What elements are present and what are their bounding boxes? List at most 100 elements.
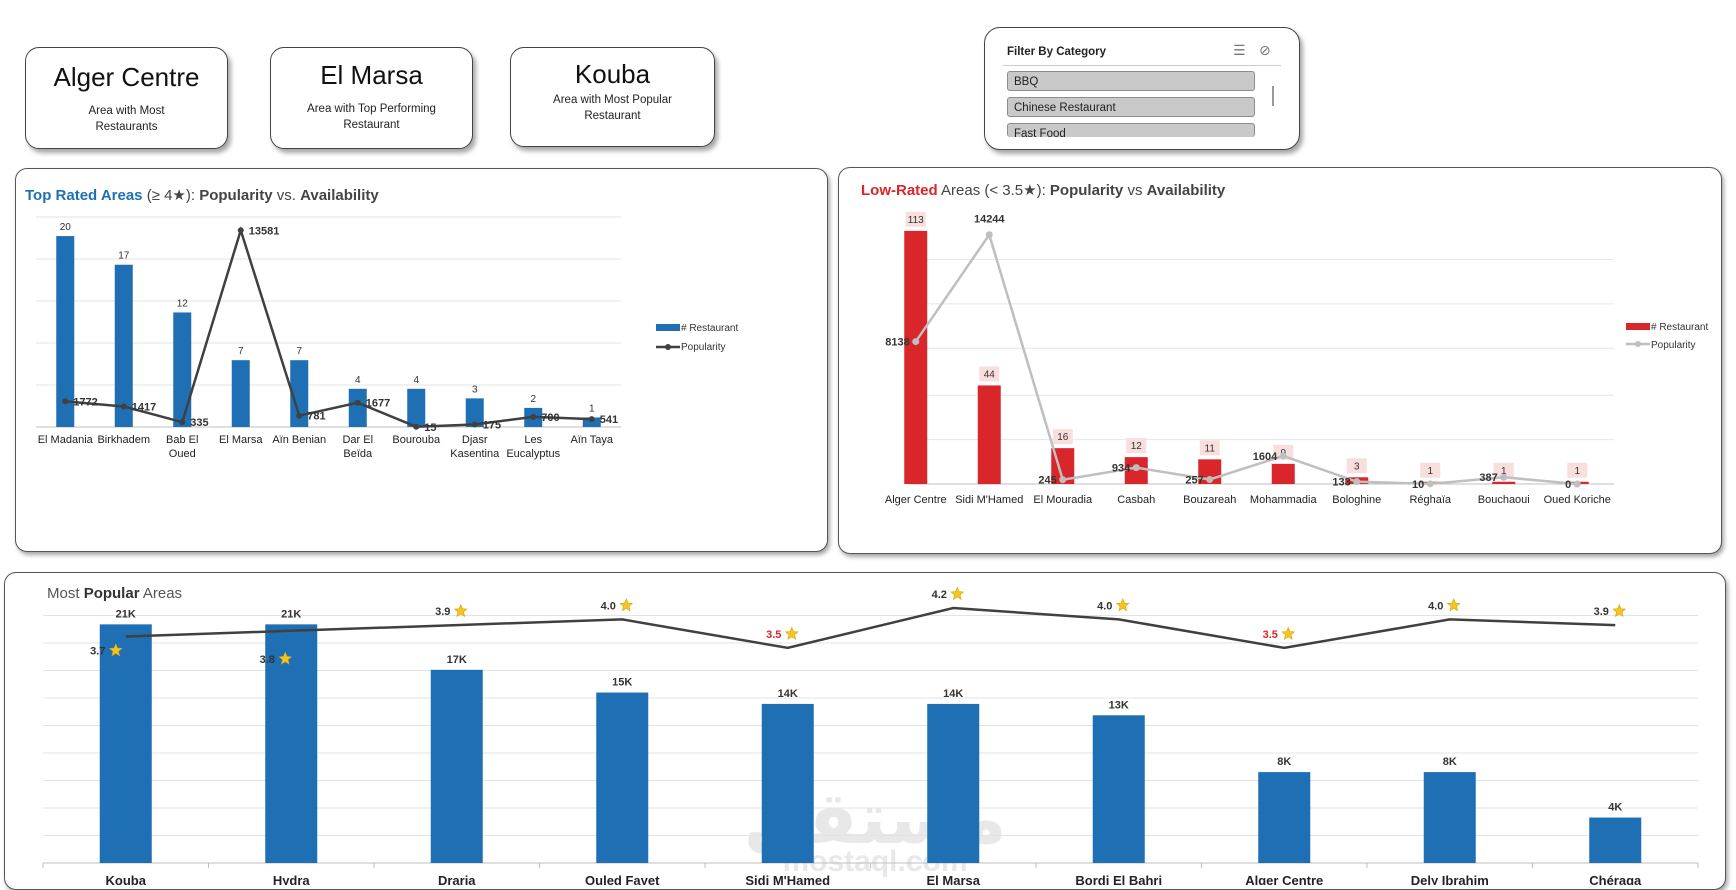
rating-data-label: 3.9: [1594, 606, 1609, 618]
star-icon: [1281, 626, 1296, 640]
line-point: [1353, 478, 1361, 486]
x-tick-label: Ouled Fayet: [585, 873, 660, 885]
rating-line: [125, 606, 1616, 650]
bar-data-label: 1: [1501, 466, 1507, 477]
slicer-item-fast-food[interactable]: Fast Food: [1007, 123, 1255, 137]
bar-label-background: [1273, 444, 1294, 460]
bar-data-label: 21K: [281, 608, 301, 620]
line-point: [62, 398, 69, 405]
line-point: [413, 423, 420, 430]
bar-data-label: 12: [1131, 441, 1143, 452]
bar-label-background: [979, 366, 1000, 382]
title-part: (≥ 4★):: [142, 187, 200, 204]
bar-data-label: 21K: [116, 608, 136, 620]
bar-data-label: 2: [530, 394, 536, 405]
line-point: [912, 338, 920, 346]
bar: [596, 692, 649, 863]
title-part: vs: [1123, 182, 1147, 199]
line-point: [588, 416, 595, 423]
multi-select-icon[interactable]: ☰: [1233, 42, 1246, 58]
slicer-item-bbq[interactable]: BBQ: [1007, 71, 1255, 91]
bar-data-label: 20: [60, 222, 72, 233]
slicer-scrollbar[interactable]: [1272, 86, 1274, 106]
x-tick-label: Kouba: [106, 873, 147, 885]
star-icon: [1115, 598, 1130, 612]
legend-label: # Restaurant: [1651, 322, 1708, 333]
rating-data-label: 3.9: [435, 606, 450, 618]
title-part: Availability: [1146, 182, 1226, 199]
kpi-value: El Marsa: [320, 60, 423, 90]
bar: [927, 703, 980, 863]
bar-data-label: 11: [1205, 443, 1216, 454]
rating-data-label: 4.0: [601, 600, 616, 612]
star-icon: [1446, 598, 1461, 612]
title-part: Popularity: [1049, 182, 1124, 199]
legend-swatch-bar: [656, 324, 680, 331]
legend-marker: [1635, 341, 1641, 347]
title-part: Areas: [139, 585, 183, 602]
line-point: [354, 399, 361, 406]
clear-filter-icon[interactable]: ⊘: [1259, 42, 1271, 58]
legend-label: # Restaurant: [681, 323, 738, 334]
rating-data-label: 3.7: [90, 646, 105, 658]
bar-data-label: 12: [177, 298, 189, 309]
slicer-title: Filter By Category: [1007, 46, 1107, 58]
bar: [265, 624, 318, 863]
line-point: [179, 419, 186, 426]
legend-label: Popularity: [1651, 340, 1695, 351]
x-tick-label: El Marsa: [219, 434, 263, 446]
x-tick-label: Bologhine: [1332, 494, 1381, 506]
bar-data-label: 17K: [447, 654, 467, 666]
bar-data-label: 8K: [1443, 756, 1457, 768]
line-point: [530, 413, 537, 420]
line-point: [296, 412, 303, 419]
line-data-label: 335: [190, 417, 208, 429]
kpi-card-top-performing: El Marsa Area with Top Performing Restau…: [270, 47, 473, 149]
bar-label-background: [1199, 440, 1220, 456]
x-tick-label: Mohammadia: [1250, 494, 1318, 506]
bar: [1589, 817, 1642, 863]
title-part: vs.: [272, 187, 301, 204]
bar-label-background: [1052, 429, 1073, 445]
line-data-label: 245: [1038, 475, 1056, 487]
bar: [348, 388, 367, 427]
rating-data-label: 3.8: [260, 654, 275, 666]
x-tick-label: Hydra: [273, 873, 311, 885]
line-data-label: 13581: [249, 225, 280, 237]
line-point: [237, 227, 244, 234]
line-data-label: 541: [600, 414, 618, 426]
chart-title: Most Popular Areas: [47, 585, 182, 602]
bar: [1092, 715, 1145, 863]
bar-label-background: [1126, 438, 1147, 454]
x-tick-label: Bordj El Bahri: [1075, 873, 1162, 885]
bar-data-label: 1: [1574, 466, 1580, 477]
bar: [56, 236, 75, 427]
star-icon: [453, 603, 468, 618]
kpi-value: Alger Centre: [53, 62, 200, 92]
line-point: [1059, 476, 1067, 484]
bar: [582, 417, 601, 427]
x-tick-label: El Mouradia: [1033, 494, 1093, 506]
bar: [1258, 772, 1311, 863]
bar-label-background: [1346, 458, 1367, 474]
line-data-label: 1604: [1253, 451, 1278, 463]
title-part: Most: [47, 585, 84, 602]
line-data-label: 1772: [73, 396, 97, 408]
bar-data-label: 44: [984, 369, 996, 380]
x-tick-label: Aïn Taya: [570, 434, 613, 446]
line-point: [1500, 473, 1508, 481]
slicer-item-chinese[interactable]: Chinese Restaurant: [1007, 97, 1255, 117]
bar-data-label: 4K: [1608, 802, 1622, 814]
title-part: Availability: [300, 187, 379, 204]
bar-label-background: [1567, 462, 1588, 478]
bar-data-label: 3: [1354, 461, 1360, 472]
line-point: [985, 231, 993, 239]
x-tick-label: Bourouba: [392, 434, 441, 446]
line-point: [1132, 464, 1140, 472]
legend-swatch-bar: [1626, 323, 1650, 330]
bar: [1271, 463, 1295, 484]
line-data-label: 15: [424, 422, 436, 434]
bar: [904, 230, 928, 484]
line-data-label: 700: [541, 412, 559, 424]
